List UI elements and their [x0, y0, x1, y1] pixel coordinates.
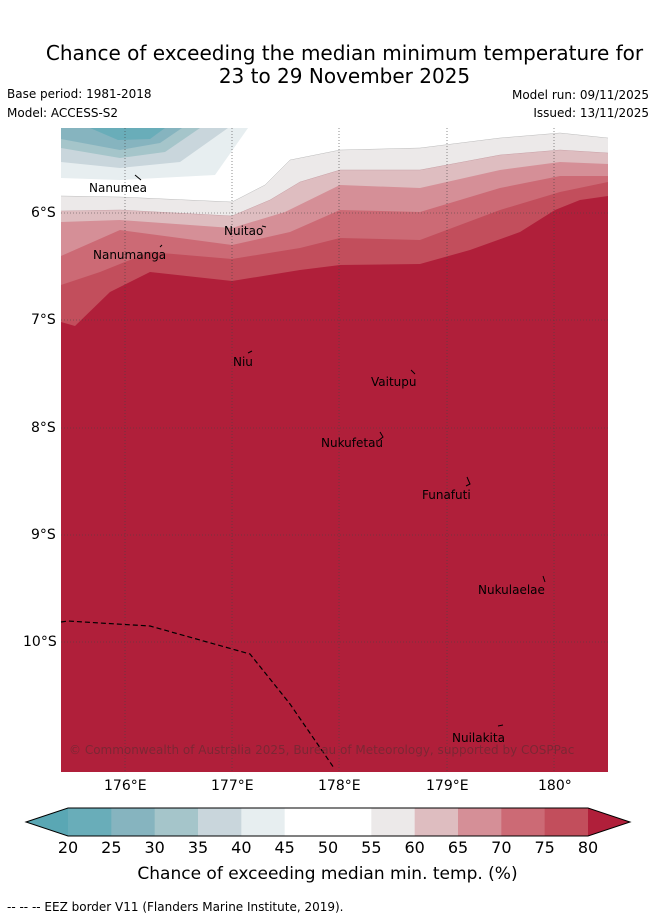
colorbar-cell	[241, 808, 286, 836]
model-name: Model: ACCESS-S2	[7, 106, 119, 120]
colorbar-over-arrow	[588, 808, 630, 836]
lon-label-179e: 179°E	[426, 778, 469, 794]
island-niu	[247, 350, 253, 354]
colorbar-cell	[284, 808, 329, 836]
island-nukulaelae	[542, 575, 546, 583]
lon-label-177e: 177°E	[211, 778, 254, 794]
issued-date: Issued: 13/11/2025	[533, 106, 649, 120]
colorbar-cell	[414, 808, 459, 836]
lon-label-176e: 176°E	[104, 778, 147, 794]
island-vaitupu	[410, 369, 416, 375]
colorbar-tick-label: 45	[274, 838, 295, 857]
islands	[134, 174, 546, 727]
lat-label-6s: 6°S	[31, 205, 56, 221]
island-funafuti	[465, 476, 471, 487]
colorbar-cell	[371, 808, 416, 836]
place-label-nanumanga: Nanumanga	[93, 248, 167, 262]
colorbar-tick-label: 65	[447, 838, 469, 857]
place-label-nuitao: Nuitao	[224, 224, 264, 238]
eez-legend: -- -- -- EEZ border V11 (Flanders Marine…	[7, 900, 344, 914]
map-title-line2: 23 to 29 November 2025	[218, 64, 471, 88]
colorbar-tick-label: 55	[361, 838, 382, 857]
lat-label-7s: 7°S	[31, 312, 56, 328]
island-nanumea	[134, 174, 142, 181]
colorbar-tick-label: 30	[144, 838, 165, 857]
colorbar-tick-label: 80	[577, 838, 599, 857]
colorbar-cell	[328, 808, 372, 836]
place-label-vaitupu: Vaitupu	[371, 375, 417, 389]
place-label-nanumea: Nanumea	[89, 181, 147, 195]
colorbar-tick-label: 40	[231, 838, 252, 857]
colorbar-tick-label: 70	[491, 838, 512, 857]
lat-label-10s: 10°S	[23, 634, 57, 650]
colorbar-under-arrow	[26, 808, 68, 836]
colorbar-tick-label: 25	[101, 838, 122, 857]
place-label-nuilakita: Nuilakita	[452, 731, 505, 745]
colorbar-cell	[458, 808, 502, 836]
colorbar-cell	[501, 808, 546, 836]
colorbar-label: Chance of exceeding median min. temp. (%…	[137, 864, 518, 884]
colorbar-cell	[544, 808, 589, 836]
colorbar	[24, 807, 632, 837]
colorbar-cell	[198, 808, 242, 836]
eez-border	[60, 620, 335, 769]
contour-band-20	[90, 128, 165, 140]
base-period: Base period: 1981-2018	[7, 87, 152, 101]
lon-label-178e: 178°E	[318, 778, 361, 794]
probability-contours	[61, 128, 608, 772]
island-nukufetau	[377, 431, 384, 442]
graticule	[61, 128, 608, 772]
lat-label-8s: 8°S	[31, 420, 56, 436]
place-label-nukulaelae: Nukulaelae	[478, 583, 545, 597]
colorbar-cell	[154, 808, 199, 836]
island-nuitao	[261, 225, 267, 228]
place-label-funafuti: Funafuti	[422, 488, 471, 502]
colorbar-tick-label: 20	[57, 838, 79, 857]
island-nuilakita	[497, 724, 504, 727]
model-run: Model run: 09/11/2025	[511, 88, 649, 102]
island-nanumanga	[159, 244, 163, 248]
colorbar-tick-label: 50	[317, 838, 339, 857]
colorbar-cell	[111, 808, 156, 836]
map-title-line1: Chance of exceeding the median minimum t…	[45, 41, 644, 65]
place-label-nukufetau: Nukufetau	[321, 436, 384, 450]
colorbar-tick-label: 35	[187, 838, 209, 857]
lat-label-9s: 9°S	[31, 527, 56, 543]
colorbar-tick-label: 60	[404, 838, 425, 857]
colorbar-tick-label: 75	[534, 838, 555, 857]
place-label-niu: Niu	[233, 355, 253, 369]
contour-band-80	[61, 196, 608, 772]
colorbar-cell	[68, 808, 112, 836]
copyright-notice: © Commonwealth of Australia 2025, Bureau…	[69, 743, 575, 757]
lon-label-180: 180°	[538, 778, 572, 794]
